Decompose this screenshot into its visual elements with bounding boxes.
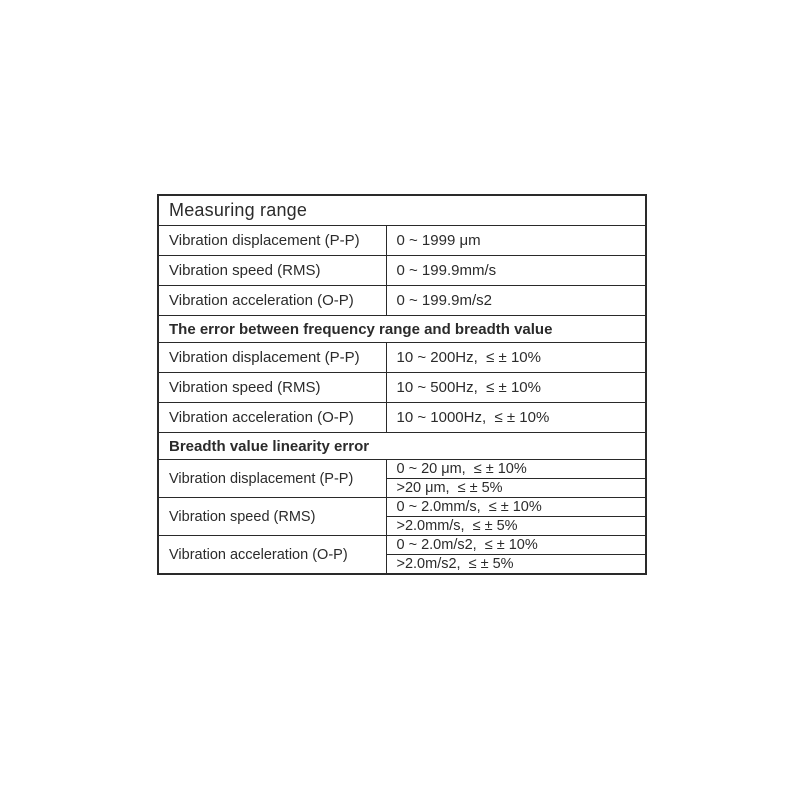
spec-table: Measuring range Vibration displacement (… [157, 194, 647, 575]
row-label: Vibration speed (RMS) [157, 372, 387, 403]
table-row: Vibration displacement (P-P) 0 ~ 1999 μm [157, 225, 647, 256]
row-label: Vibration displacement (P-P) [157, 342, 387, 373]
row-value: 0 ~ 2.0mm/s, ≤ ± 10% [385, 497, 647, 517]
table-row: >2.0m/s2, ≤ ± 5% [158, 554, 647, 575]
table-row: Breadth value linearity error [157, 432, 647, 460]
table-row: Measuring range [157, 194, 647, 226]
row-value: >2.0mm/s, ≤ ± 5% [385, 516, 647, 536]
row-label: Vibration speed (RMS) [157, 255, 387, 286]
table-row: Vibration acceleration (O-P) 0 ~ 199.9m/… [157, 285, 647, 316]
table-row: Vibration acceleration (O-P) 0 ~ 2.0m/s2… [157, 535, 647, 575]
row-label: Vibration acceleration (O-P) [157, 535, 387, 575]
row-label: Vibration acceleration (O-P) [157, 285, 387, 316]
row-value: 10 ~ 1000Hz, ≤ ± 10% [385, 402, 647, 433]
row-value: 0 ~ 199.9mm/s [385, 255, 647, 286]
table-row: Vibration speed (RMS) 0 ~ 199.9mm/s [157, 255, 647, 286]
row-label: Vibration acceleration (O-P) [157, 402, 387, 433]
table-row: Vibration displacement (P-P) 0 ~ 20 μm, … [157, 459, 647, 498]
section-header: Breadth value linearity error [157, 432, 647, 460]
table-row: Vibration acceleration (O-P) 10 ~ 1000Hz… [157, 402, 647, 433]
row-value: 0 ~ 199.9m/s2 [385, 285, 647, 316]
row-label: Vibration displacement (P-P) [157, 459, 387, 498]
table-row: Vibration speed (RMS) 0 ~ 2.0mm/s, ≤ ± 1… [157, 497, 647, 536]
row-value: 0 ~ 1999 μm [385, 225, 647, 256]
table-row: Vibration speed (RMS) 10 ~ 500Hz, ≤ ± 10… [157, 372, 647, 403]
row-value: 0 ~ 2.0m/s2, ≤ ± 10% [385, 535, 647, 555]
row-value: >2.0m/s2, ≤ ± 5% [385, 554, 647, 575]
row-label: Vibration speed (RMS) [157, 497, 387, 536]
table-row: >2.0mm/s, ≤ ± 5% [158, 516, 647, 536]
row-label: Vibration displacement (P-P) [157, 225, 387, 256]
section-header: Measuring range [157, 194, 647, 226]
table-row: The error between frequency range and br… [157, 315, 647, 343]
row-value: 10 ~ 200Hz, ≤ ± 10% [385, 342, 647, 373]
row-value: >20 μm, ≤ ± 5% [385, 478, 647, 498]
row-value: 10 ~ 500Hz, ≤ ± 10% [385, 372, 647, 403]
row-value: 0 ~ 20 μm, ≤ ± 10% [385, 459, 647, 479]
section-header: The error between frequency range and br… [157, 315, 647, 343]
table-row: Vibration displacement (P-P) 10 ~ 200Hz,… [157, 342, 647, 373]
